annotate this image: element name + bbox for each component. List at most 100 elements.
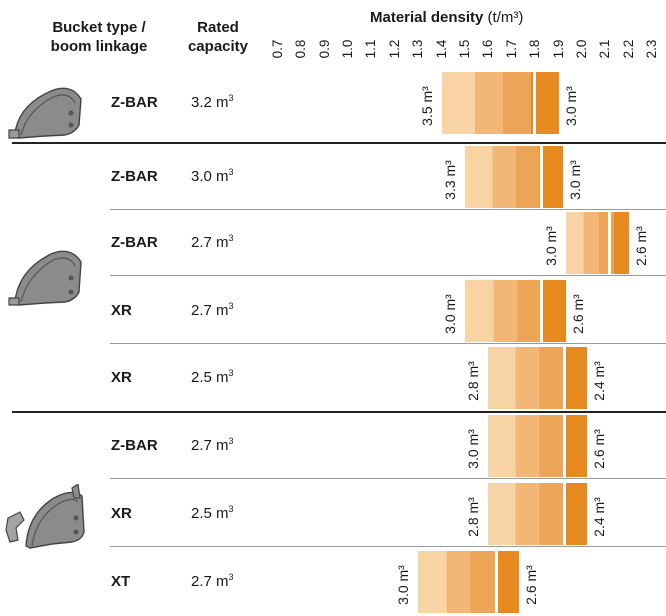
row-divider: [110, 275, 666, 276]
density-range-bar: [441, 72, 559, 134]
bar-right-label: 3.0 m³: [562, 86, 579, 126]
rated-capacity-unit-exponent: 3: [228, 301, 234, 311]
table-row: Z-BAR 3.0 m3 3.3 m³ 3.0 m³: [0, 144, 666, 210]
table-row: XT 2.7 m3 3.0 m³ 2.6 m³: [0, 549, 666, 615]
bar-split-line: [532, 72, 536, 134]
bar-left-label: 3.3 m³: [441, 160, 458, 200]
rated-capacity-header: Rated capacity: [178, 18, 258, 56]
bar-right-label: 2.4 m³: [590, 361, 607, 401]
bar-left-label: 3.5 m³: [418, 86, 435, 126]
density-tick: 1.3: [410, 39, 426, 59]
density-tick: 1.1: [363, 39, 379, 59]
density-range-bar: [418, 551, 519, 613]
bar-right-label: 3.0 m³: [567, 160, 584, 200]
table-row: XR 2.5 m3 2.8 m³ 2.4 m³: [0, 345, 666, 411]
bucket-type-header-line1: Bucket type /: [52, 19, 146, 36]
rated-capacity-unit-exponent: 3: [228, 233, 234, 243]
density-tick: 0.7: [269, 39, 285, 59]
rated-capacity: 2.7 m3: [191, 301, 234, 320]
bar-split-line: [563, 415, 567, 477]
density-range-bar: [488, 347, 587, 409]
density-range-bar: [488, 415, 587, 477]
group-separator-2: [12, 411, 666, 413]
density-tick: 2.1: [597, 39, 613, 59]
rated-capacity: 2.7 m3: [191, 572, 234, 591]
row-divider: [110, 546, 666, 547]
bucket-type-header-line2: boom linkage: [50, 38, 148, 55]
rated-capacity-header-line1: Rated: [197, 19, 239, 36]
density-tick: 1.2: [386, 39, 402, 59]
bucket-type-header: Bucket type / boom linkage: [24, 18, 174, 56]
density-range-bar: [565, 212, 629, 274]
rated-capacity: 3.2 m3: [191, 93, 234, 112]
bucket-zbar-icon: [8, 87, 82, 139]
rated-capacity: 2.5 m3: [191, 368, 234, 387]
density-range-bar: [464, 146, 564, 208]
rated-capacity-header-line2: capacity: [187, 38, 249, 55]
table-row: XR 2.5 m3 2.8 m³ 2.4 m³: [0, 481, 666, 547]
density-range-bar: [464, 280, 566, 342]
rated-capacity-value: 2.7 m: [191, 234, 229, 251]
bucket-type: XR: [111, 505, 132, 522]
density-unit: (t/m³): [487, 9, 524, 26]
rated-capacity: 2.5 m3: [191, 505, 234, 523]
rated-capacity-value: 3.0 m: [191, 168, 229, 185]
rated-capacity-value: 2.7 m: [191, 302, 229, 319]
rated-capacity: 3.0 m3: [191, 167, 234, 186]
bar-right-label: 2.6 m³: [632, 226, 649, 266]
bar-right-label: 2.4 m³: [590, 497, 607, 537]
density-tick: 2.0: [573, 39, 589, 59]
bar-left-label: 3.0 m³: [465, 429, 482, 469]
rated-capacity-value: 2.7 m: [191, 573, 229, 590]
bucket-type: XR: [111, 302, 132, 319]
density-title: Material density (t/m³): [370, 9, 523, 26]
bucket-type: Z-BAR: [111, 234, 158, 251]
rated-capacity: 2.7 m3: [191, 233, 234, 252]
bucket-type: Z-BAR: [111, 168, 158, 185]
table-row: Z-BAR 2.7 m3 3.0 m³ 2.6 m³: [0, 210, 666, 276]
bar-left-label: 3.0 m³: [441, 294, 458, 334]
row-divider: [110, 209, 666, 210]
density-tick: 1.0: [339, 39, 355, 59]
density-tick: 2.3: [644, 39, 660, 59]
rated-capacity: 2.7 m3: [191, 436, 234, 455]
rated-capacity-unit-exponent: 3: [228, 93, 234, 103]
rated-capacity-value: 2.7 m: [191, 437, 229, 454]
bar-split-line: [563, 483, 567, 545]
bar-left-label: 2.8 m³: [465, 497, 482, 537]
rated-capacity-value: 2.5 m: [191, 505, 229, 522]
density-title-text: Material density: [370, 9, 484, 26]
rated-capacity-unit-exponent: 3: [228, 436, 234, 446]
row-divider: [110, 478, 666, 479]
bar-left-label: 3.0 m³: [542, 226, 559, 266]
bar-left-label: 2.8 m³: [465, 361, 482, 401]
bucket-type: Z-BAR: [111, 437, 158, 454]
bucket-zbar-xr-icon: [8, 250, 82, 306]
density-tick: 1.8: [527, 39, 543, 59]
bar-right-label: 2.6 m³: [522, 565, 539, 605]
table-row: XR 2.7 m3 3.0 m³ 2.6 m³: [0, 278, 666, 344]
bar-split-line: [539, 280, 543, 342]
rated-capacity-unit-exponent: 3: [228, 368, 234, 378]
row-divider: [110, 343, 666, 344]
bar-left-label: 3.0 m³: [395, 565, 412, 605]
group-separator-1: [12, 142, 666, 144]
density-tick: 1.4: [433, 39, 449, 59]
density-tick: 1.5: [456, 39, 472, 59]
table-row: Z-BAR 3.2 m3 3.5 m³ 3.0 m³: [0, 70, 666, 136]
bar-split-line: [563, 347, 567, 409]
bucket-toolcarrier-icon: [5, 484, 85, 549]
rated-capacity-unit-exponent: 3: [228, 167, 234, 177]
density-range-bar: [488, 483, 587, 545]
density-tick: 1.6: [480, 39, 496, 59]
bar-split-line: [495, 551, 499, 613]
bucket-type: XR: [111, 369, 132, 386]
rated-capacity-value: 2.5 m: [191, 369, 229, 386]
rated-capacity-value: 3.2 m: [191, 94, 229, 111]
density-tick: 0.8: [293, 39, 309, 59]
bar-right-label: 2.6 m³: [569, 294, 586, 334]
bar-right-label: 2.6 m³: [590, 429, 607, 469]
density-tick: 2.2: [620, 39, 636, 59]
rated-capacity-unit-exponent: 3: [228, 572, 234, 582]
bar-split-line: [607, 212, 611, 274]
